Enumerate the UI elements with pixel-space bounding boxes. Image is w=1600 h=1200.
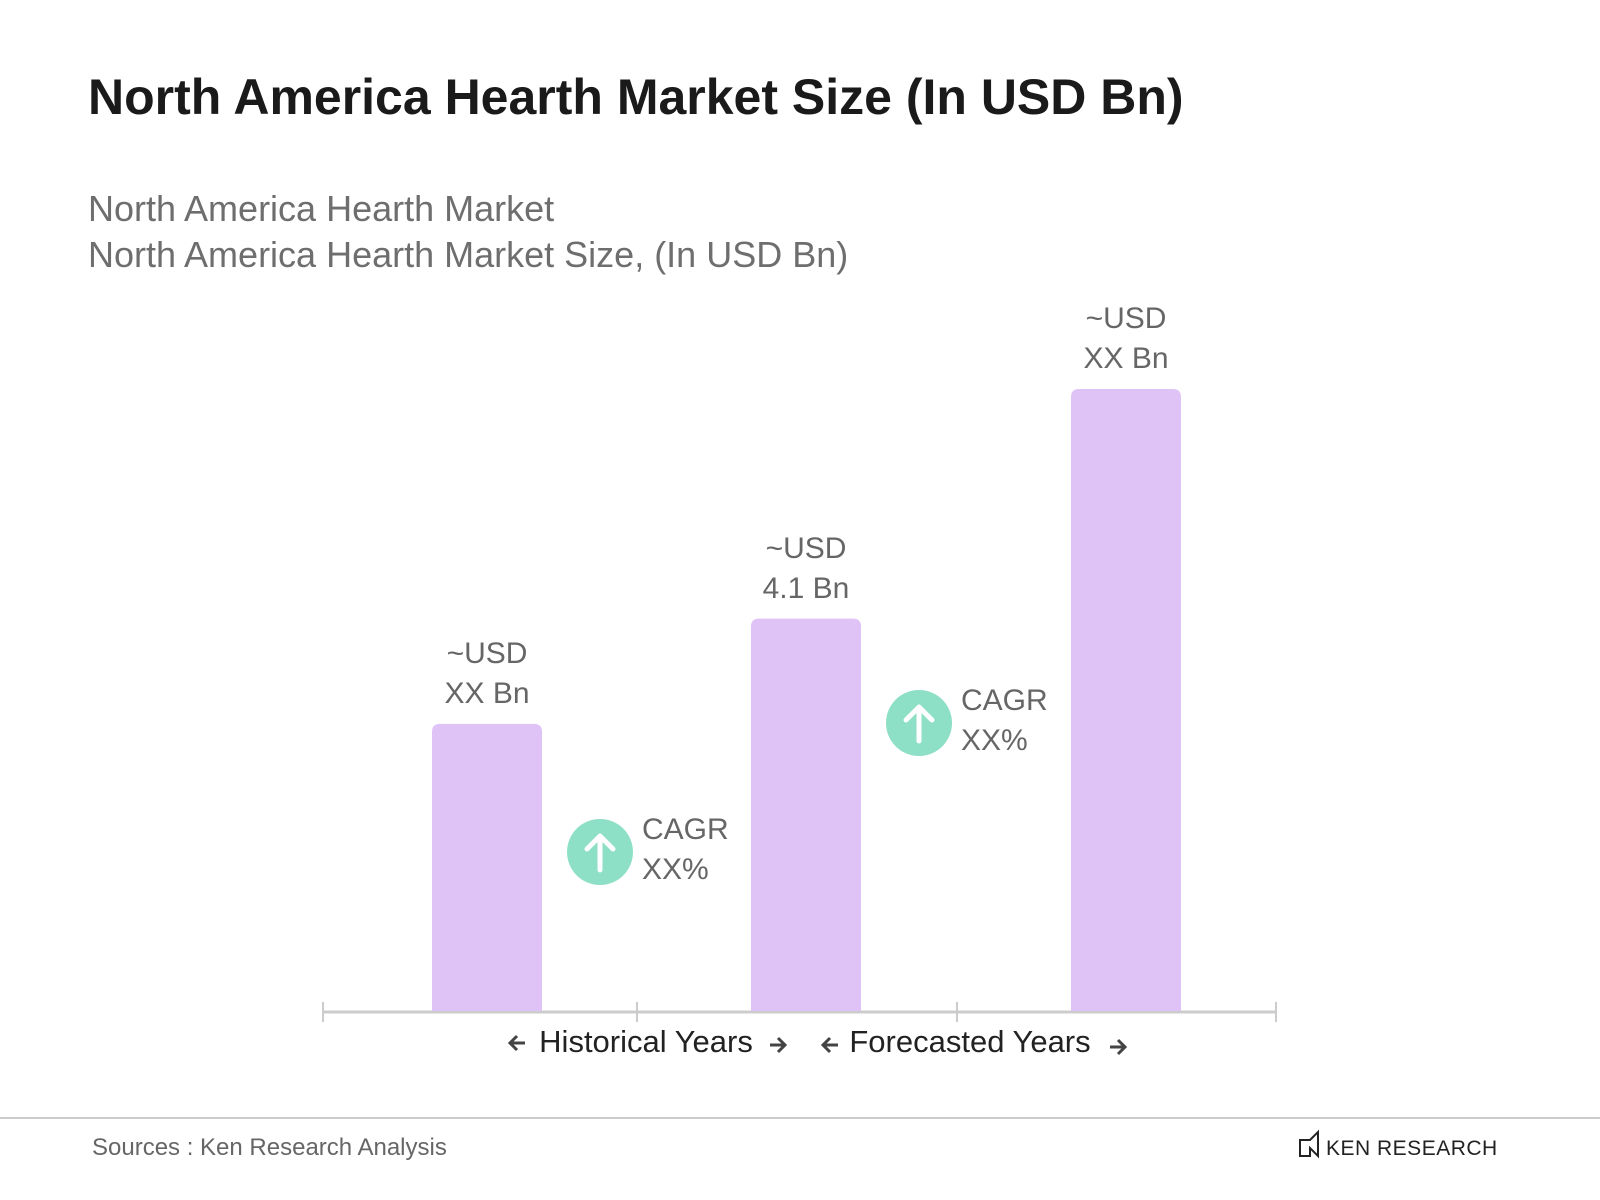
value-label: ~USD XX Bn [1083,301,1169,375]
chart-title: North America Hearth Market Size (In USD… [88,69,1184,125]
period-label: Forecasted Years [849,1024,1091,1059]
subtitle: North America Hearth Market [88,188,555,229]
brand-logo [1299,1129,1319,1159]
cagr-arrow [903,704,935,744]
brand: KEN RESEARCH [1326,1137,1498,1160]
period-arrows [507,1034,1128,1056]
cagr-arrow [584,833,616,873]
bar [1071,388,1181,1011]
period-label: Historical Years [539,1024,753,1059]
value-label: ~USD 4.1 Bn [762,531,850,605]
bar [432,723,542,1011]
subtitle: North America Hearth Market Size, (In US… [88,234,849,275]
cagr-label: CAGR XX% [961,684,1048,757]
bar [751,618,861,1011]
source: Sources : Ken Research Analysis [92,1134,447,1161]
cagr-label: CAGR XX% [642,813,729,886]
value-label: ~USD XX Bn [444,636,530,710]
